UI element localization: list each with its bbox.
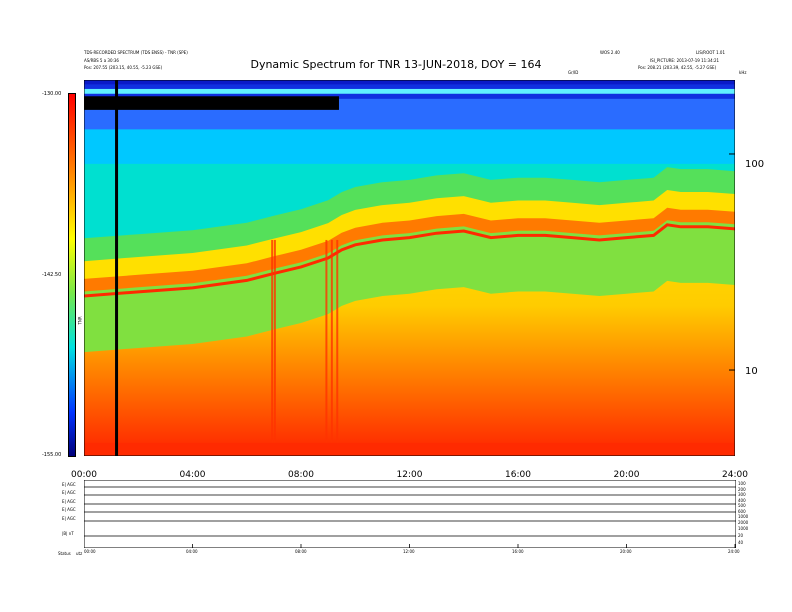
header-left-line1: TDS-RECORDED SPECTRUM (TDS ENSS) - TNR (… <box>84 50 188 55</box>
mini-right-tick-4: 500 <box>738 503 746 508</box>
mini-label-4: E| AGC <box>62 507 76 512</box>
colorbar <box>68 93 76 457</box>
x-tick-5: 20:00 <box>613 470 640 480</box>
mini-label-2: E| AGC <box>62 490 76 495</box>
spectrum-bottom-red <box>84 442 735 456</box>
spectrum-dark-patch <box>84 96 339 110</box>
mini-right-tick-5: 600 <box>738 509 746 514</box>
spectrum-burst-3 <box>330 239 333 456</box>
header-right-top-a: WOS 2.40 <box>600 50 620 55</box>
spectrum-burst-1 <box>273 239 276 456</box>
mini-status-b: utz <box>76 551 83 556</box>
spectrum-cyan-stripe <box>84 88 735 94</box>
mini-right-tick-1: 200 <box>738 487 746 492</box>
mini-x-tick-4: 16:00 <box>512 549 524 554</box>
spectrum-burst-4 <box>336 239 339 456</box>
mini-x-tick-6: 24:00 <box>728 549 740 554</box>
mini-right-tick-6: 1000 <box>738 514 749 519</box>
mini-frame <box>84 480 736 548</box>
x-tick-6: 24:00 <box>722 470 748 480</box>
x-tick-0: 00:00 <box>71 470 97 480</box>
mini-right-tick-7: 2000 <box>738 520 749 525</box>
mini-right-tick-9: 20 <box>738 533 744 538</box>
mini-label-1: E| AGC <box>62 482 76 487</box>
header-left-line2: AS/RBS 5 a 30:36 <box>84 58 119 63</box>
mini-panels <box>84 480 736 548</box>
x-tick-4: 16:00 <box>505 470 531 480</box>
mini-label-3: E| AGC <box>62 499 76 504</box>
spectrum-plasma-line <box>84 223 735 298</box>
dynamic-spectrum-plot <box>84 80 735 456</box>
mini-right-tick-3: 400 <box>738 498 746 503</box>
y-tick-10: 10 <box>745 366 758 377</box>
x-tick-2: 08:00 <box>288 470 314 480</box>
mini-x-tick-0: 00:00 <box>84 549 96 554</box>
mini-x-tick-1: 04:00 <box>186 549 198 554</box>
header-right-line2: ISI_PICTURE: 2013-07-19 11:34:21 <box>650 58 720 63</box>
header-corner-label: kHz <box>739 70 747 75</box>
colorbar-label: TNR <box>77 316 83 325</box>
x-tick-1: 04:00 <box>179 470 206 480</box>
header-right-line3: Pos: 208.21 (203.39, 42.55, -5.27 GSE) <box>638 65 717 70</box>
chart-title: Dynamic Spectrum for TNR 13-JUN-2018, DO… <box>250 58 542 71</box>
header-right-top-b: LIS/ROOT 1.01 <box>696 50 725 55</box>
spectrum-burst-0 <box>271 239 274 456</box>
mini-status-a: Status <box>58 551 71 556</box>
header-left-line3: Pos: 207.55 (203.15, 40.55, -5.23 GSE) <box>84 65 163 70</box>
mini-right-tick-8: 1000 <box>738 526 749 531</box>
mini-x-tick-2: 08:00 <box>295 549 307 554</box>
mini-x-tick-3: 12:00 <box>403 549 415 554</box>
mini-right-tick-10: 40 <box>738 540 744 545</box>
spectrum-burst-2 <box>325 239 328 456</box>
colorbar-tick-max: -130.00 <box>42 91 62 97</box>
x-tick-3: 12:00 <box>396 470 423 480</box>
mini-label-5: E| AGC <box>62 516 76 521</box>
colorbar-tick-mid: -142.50 <box>42 272 62 278</box>
mini-label-6: |B| nT <box>62 531 74 536</box>
colorbar-tick-min: -155.00 <box>42 452 62 458</box>
spectrum-blue-topmost <box>84 80 735 85</box>
mini-right-tick-2: 300 <box>738 492 746 497</box>
mini-x-tick-5: 20:00 <box>620 549 632 554</box>
mini-right-tick-0: 100 <box>738 481 746 486</box>
y-tick-100: 100 <box>745 159 765 170</box>
spectrum-time-marker <box>115 80 119 456</box>
header-mid-label: Gr/ID <box>568 70 579 75</box>
